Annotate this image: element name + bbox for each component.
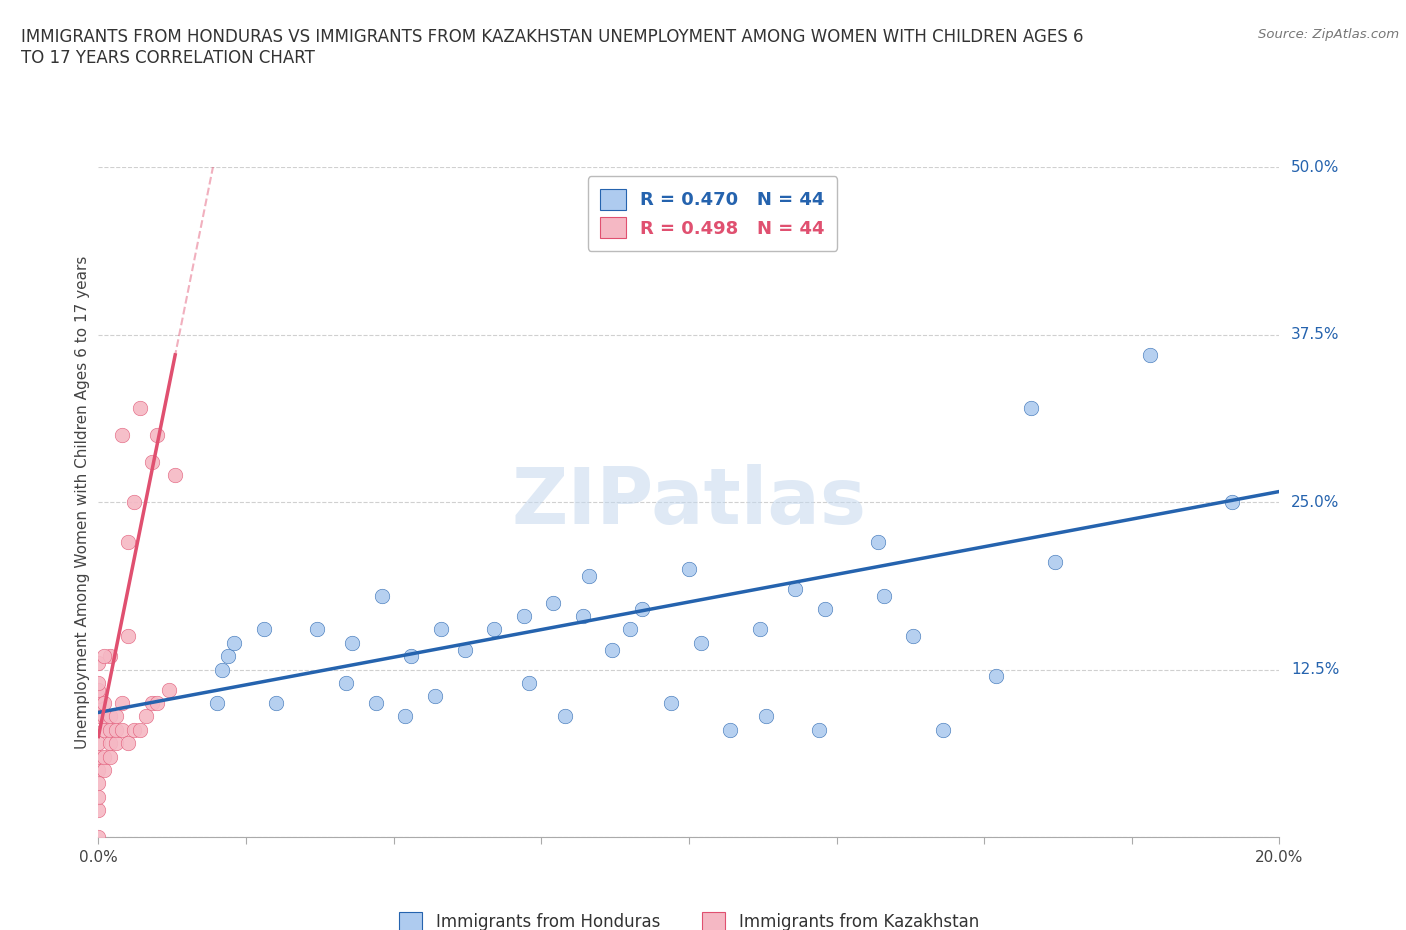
Point — [87, 675, 110, 690]
Point — [1220, 495, 1243, 510]
Point — [205, 696, 228, 711]
Point — [305, 622, 328, 637]
Legend: Immigrants from Honduras, Immigrants from Kazakhstan: Immigrants from Honduras, Immigrants fro… — [392, 906, 986, 930]
Point — [519, 675, 541, 690]
Point — [87, 763, 110, 777]
Point — [253, 622, 276, 637]
Point — [105, 736, 128, 751]
Point — [342, 635, 364, 650]
Point — [122, 495, 145, 510]
Point — [93, 696, 115, 711]
Point — [93, 649, 115, 664]
Point — [903, 629, 925, 644]
Point — [217, 649, 239, 664]
Point — [87, 689, 110, 704]
Point — [157, 683, 180, 698]
Point — [165, 468, 187, 483]
Point — [600, 642, 623, 657]
Point — [211, 662, 233, 677]
Text: 12.5%: 12.5% — [1291, 662, 1340, 677]
Point — [87, 736, 110, 751]
Point — [93, 763, 115, 777]
Point — [659, 696, 682, 711]
Point — [105, 709, 128, 724]
Point — [748, 622, 770, 637]
Point — [512, 608, 534, 623]
Point — [1139, 348, 1161, 363]
Point — [541, 595, 564, 610]
Point — [105, 723, 128, 737]
Point — [87, 709, 110, 724]
Point — [807, 723, 830, 737]
Point — [98, 750, 121, 764]
Point — [117, 629, 139, 644]
Point — [554, 709, 576, 724]
Point — [146, 696, 169, 711]
Point — [718, 723, 741, 737]
Point — [87, 683, 110, 698]
Text: 37.5%: 37.5% — [1291, 327, 1340, 342]
Point — [578, 568, 600, 583]
Point — [423, 689, 446, 704]
Point — [87, 750, 110, 764]
Point — [146, 428, 169, 443]
Point — [117, 535, 139, 550]
Point — [1021, 401, 1043, 416]
Point — [785, 582, 807, 597]
Point — [619, 622, 641, 637]
Point — [87, 790, 110, 804]
Point — [111, 696, 134, 711]
Text: ZIPatlas: ZIPatlas — [512, 464, 866, 540]
Text: IMMIGRANTS FROM HONDURAS VS IMMIGRANTS FROM KAZAKHSTAN UNEMPLOYMENT AMONG WOMEN : IMMIGRANTS FROM HONDURAS VS IMMIGRANTS F… — [21, 28, 1084, 67]
Y-axis label: Unemployment Among Women with Children Ages 6 to 17 years: Unemployment Among Women with Children A… — [75, 256, 90, 749]
Point — [630, 602, 652, 617]
Point — [482, 622, 505, 637]
Point — [128, 723, 150, 737]
Point — [93, 750, 115, 764]
Point — [98, 723, 121, 737]
Point — [394, 709, 416, 724]
Point — [814, 602, 837, 617]
Point — [364, 696, 387, 711]
Point — [87, 656, 110, 671]
Point — [866, 535, 889, 550]
Point — [571, 608, 593, 623]
Point — [430, 622, 453, 637]
Point — [117, 736, 139, 751]
Point — [224, 635, 246, 650]
Point — [135, 709, 157, 724]
Point — [932, 723, 955, 737]
Point — [87, 696, 110, 711]
Point — [122, 723, 145, 737]
Point — [401, 649, 423, 664]
Point — [264, 696, 287, 711]
Point — [1043, 555, 1066, 570]
Point — [98, 649, 121, 664]
Point — [371, 589, 394, 604]
Point — [128, 401, 150, 416]
Point — [984, 669, 1007, 684]
Point — [93, 723, 115, 737]
Point — [98, 709, 121, 724]
Text: 25.0%: 25.0% — [1291, 495, 1340, 510]
Point — [111, 723, 134, 737]
Point — [93, 709, 115, 724]
Point — [335, 675, 357, 690]
Point — [678, 562, 700, 577]
Point — [755, 709, 778, 724]
Point — [87, 803, 110, 817]
Point — [141, 696, 163, 711]
Point — [873, 589, 896, 604]
Point — [87, 830, 110, 844]
Point — [141, 455, 163, 470]
Text: Source: ZipAtlas.com: Source: ZipAtlas.com — [1258, 28, 1399, 41]
Point — [98, 736, 121, 751]
Point — [689, 635, 711, 650]
Point — [111, 428, 134, 443]
Text: 50.0%: 50.0% — [1291, 160, 1340, 175]
Point — [87, 776, 110, 790]
Point — [453, 642, 475, 657]
